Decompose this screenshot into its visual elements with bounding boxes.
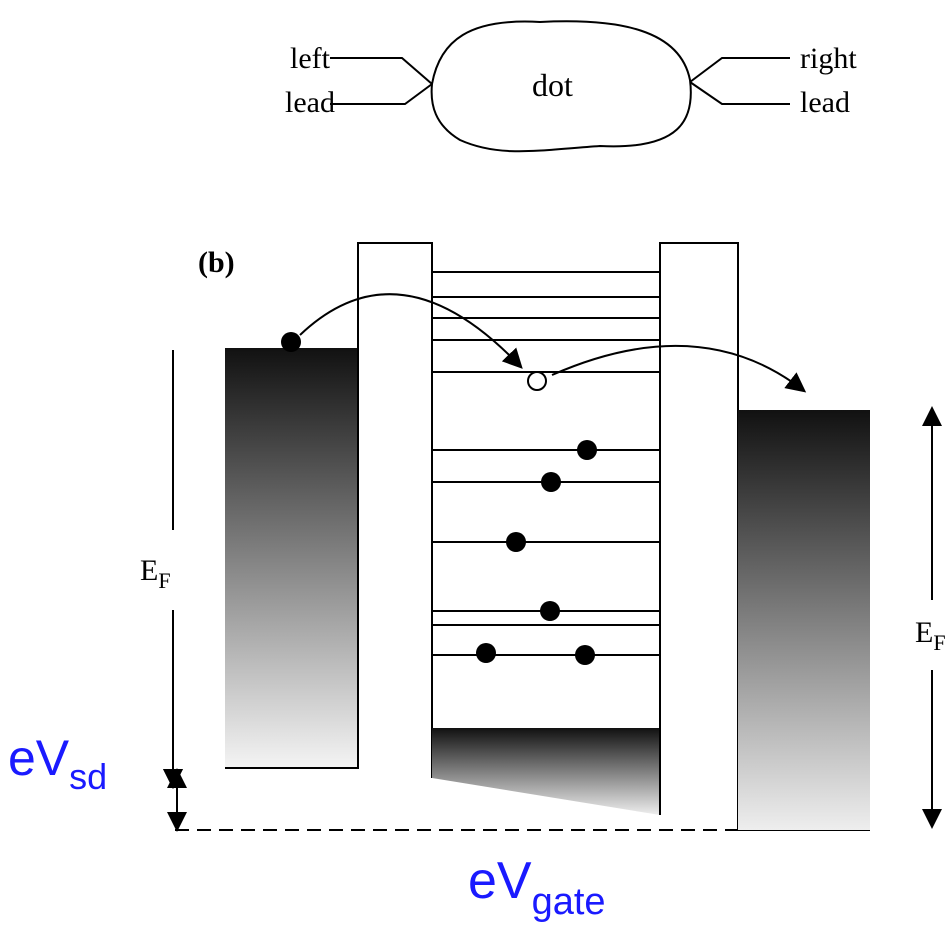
left-lead — [330, 58, 432, 104]
panel-b: (b) EF EF eVsd eVgate — [8, 243, 946, 923]
bias-label: eVsd — [8, 730, 107, 797]
panel-label: (b) — [198, 246, 235, 279]
left-lead-band — [225, 348, 358, 768]
panel-a: left lead dot right lead — [285, 21, 857, 151]
right-lead-label: lead — [800, 86, 850, 119]
fermi-label: EF — [915, 616, 946, 655]
bias-sub: sd — [69, 756, 107, 797]
energy-levels — [432, 272, 660, 655]
fermi-label: EF — [140, 554, 171, 593]
gate-main: eV — [468, 852, 532, 910]
right-lead — [690, 58, 790, 104]
bias-main: eV — [8, 730, 70, 786]
tunnel-arrow — [552, 346, 803, 390]
gate-sub: gate — [532, 881, 606, 923]
fermi-main: E — [915, 616, 933, 649]
fermi-main: E — [140, 554, 158, 587]
dot-label: dot — [532, 67, 573, 103]
gate-label: eVgate — [468, 852, 606, 923]
left-lead-label: lead — [285, 86, 335, 119]
fermi-sub: F — [933, 630, 945, 655]
fermi-sub: F — [158, 568, 170, 593]
dot-band — [432, 728, 660, 815]
diagram: left lead dot right lead (b) EF EF eVsd … — [0, 0, 951, 928]
hole — [528, 372, 546, 390]
right-lead-band — [738, 410, 870, 830]
left-lead-label: left — [290, 42, 331, 75]
right-lead-label: right — [800, 42, 857, 75]
